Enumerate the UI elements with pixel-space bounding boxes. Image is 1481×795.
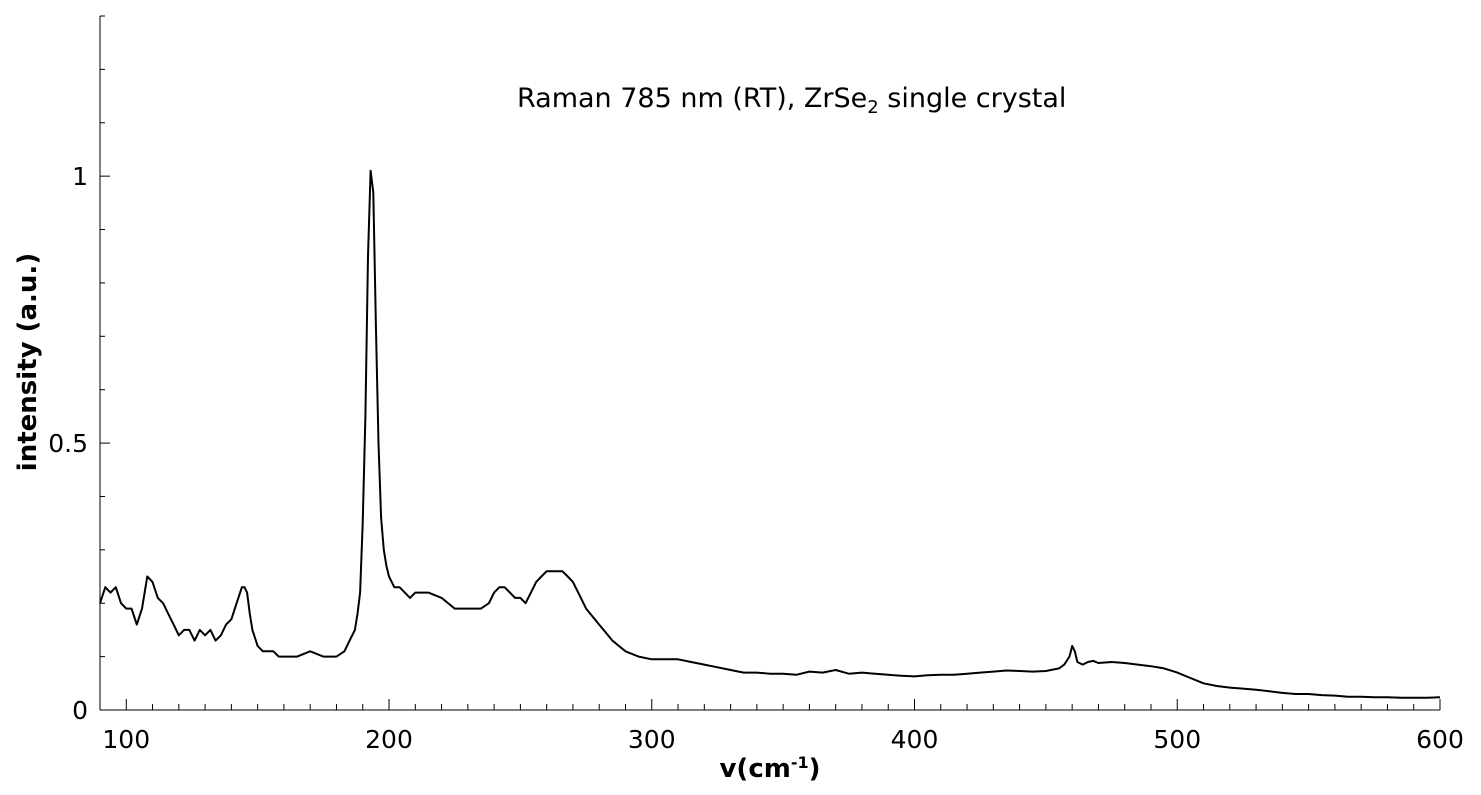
x-tick-label: 300 — [628, 725, 676, 754]
chart-title-subscript: 2 — [867, 97, 878, 118]
x-tick-labels: 100 200 300 400 500 600 — [102, 725, 1463, 754]
x-tick-label: 500 — [1153, 725, 1201, 754]
chart-title-tail: single crystal — [879, 83, 1067, 114]
x-axis-title: v(cm-1) — [719, 753, 820, 784]
x-axis-title-tail: ) — [809, 754, 821, 784]
x-tick-label: 400 — [891, 725, 939, 754]
y-axis-title: intensity (a.u.) — [13, 253, 43, 471]
major-ticks — [100, 175, 1441, 711]
y-tick-label: 1 — [72, 162, 88, 191]
x-tick-label: 200 — [365, 725, 413, 754]
chart-title-main: Raman 785 nm (RT), ZrSe — [517, 83, 867, 114]
y-tick-label: 0.5 — [48, 429, 88, 458]
chart-title: Raman 785 nm (RT), ZrSe2 single crystal — [517, 83, 1066, 118]
minor-ticks — [99, 15, 1415, 710]
y-tick-labels: 00.51 — [48, 162, 88, 725]
x-tick-label: 600 — [1416, 725, 1464, 754]
y-tick-label: 0 — [72, 696, 88, 725]
x-axis-title-superscript: -1 — [791, 753, 809, 772]
spectrum-line — [99, 169, 1441, 699]
x-axis-title-main: v(cm — [719, 754, 790, 784]
x-tick-label: 100 — [102, 725, 150, 754]
